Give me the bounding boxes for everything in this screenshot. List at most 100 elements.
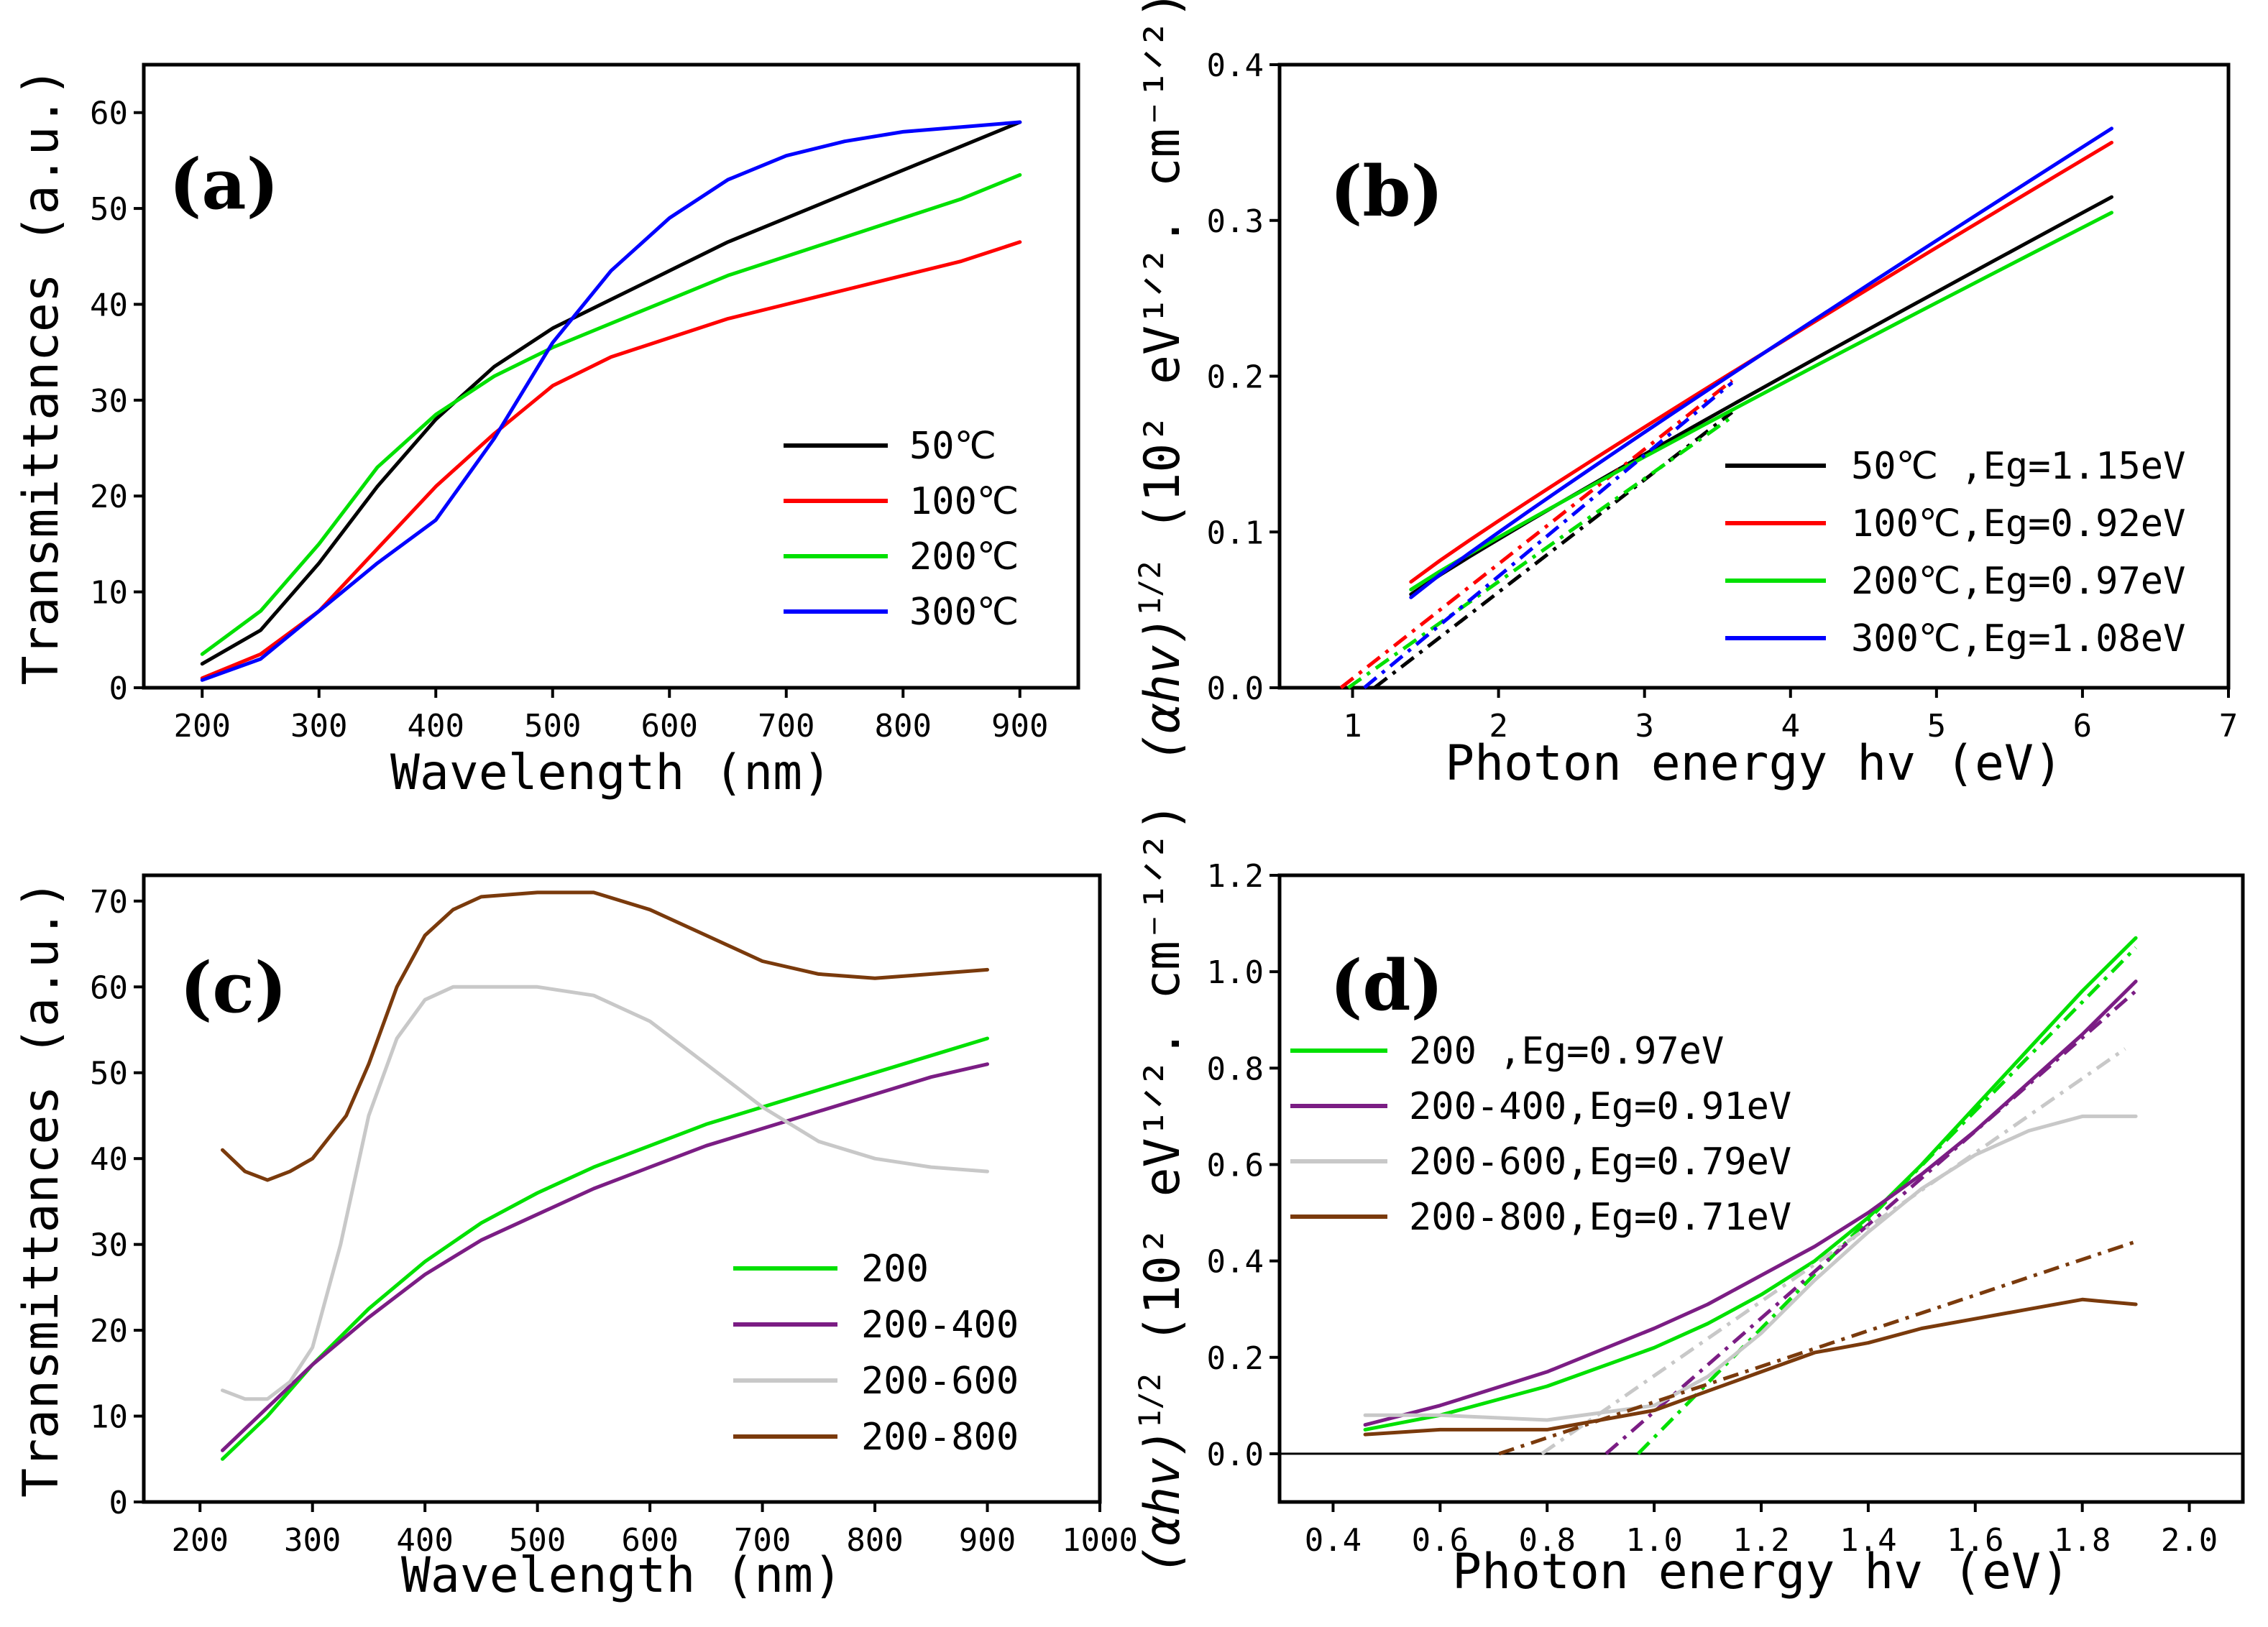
legend-label: 200℃: [909, 535, 1019, 579]
x-tick-label: 2.0: [2161, 1522, 2218, 1559]
x-tick-label: 400: [408, 708, 464, 745]
x-tick-label: 1.2: [1732, 1522, 1789, 1559]
series-line: [1409, 126, 2113, 599]
legend-label: 300℃,Eg=1.08eV: [1851, 617, 2185, 660]
panel-d: 0.4 0.6 0.8 1.0 1.2 1.4 1.6 1.8 2.0 0.0 0.2 0.4 0.6 0…: [1132, 802, 2245, 1600]
legend-label: 200-600: [861, 1360, 1019, 1403]
plot-frame: [142, 63, 1080, 690]
series-line: [200, 240, 1022, 681]
x-tick-label: 900: [959, 1522, 1016, 1559]
y-tick-label: 40: [90, 287, 128, 323]
x-axis-label: Wavelength (nm): [390, 745, 832, 801]
x-tick-label: 3: [1635, 708, 1654, 745]
series-line: [1363, 980, 2138, 1427]
legend-label: 300℃: [909, 591, 1019, 634]
series-line: [1363, 936, 2138, 1432]
x-tick-label: 900: [991, 708, 1048, 745]
y-tick-label: 0.8: [1207, 1051, 1264, 1087]
y-tick-label: 70: [90, 884, 128, 921]
x-tick-label: 200: [171, 1522, 228, 1559]
x-tick-label: 1: [1343, 708, 1362, 745]
y-tick-label: 0: [109, 1485, 129, 1521]
y-tick-label: 50: [90, 191, 128, 228]
y-tick-label: 0.6: [1207, 1147, 1264, 1184]
legend-label: 200-600,Eg=0.79eV: [1409, 1140, 1791, 1184]
x-tick-label: 400: [396, 1522, 453, 1559]
panel-label: (d): [1330, 945, 1443, 1026]
y-tick-label: 30: [90, 1227, 128, 1264]
x-axis-label: Wavelength (nm): [401, 1547, 843, 1604]
x-tick-label: 700: [734, 1522, 791, 1559]
legend-label: 200℃,Eg=0.97eV: [1851, 560, 2185, 603]
x-tick-label: 1000: [1062, 1522, 1138, 1559]
x-tick-label: 1.4: [1840, 1522, 1896, 1559]
y-tick-label: 0.4: [1207, 1244, 1264, 1281]
x-tick-label: 7: [2219, 708, 2239, 745]
panel-label: (c): [180, 947, 287, 1028]
x-tick-label: 0.4: [1305, 1522, 1362, 1559]
x-tick-label: 600: [621, 1522, 678, 1559]
x-axis-label: Photon energy hv (eV): [1445, 735, 2063, 792]
legend-label: 50℃ ,Eg=1.15eV: [1851, 445, 2185, 488]
x-tick-label: 0.6: [1412, 1522, 1469, 1559]
series-line: [200, 172, 1022, 656]
x-tick-label: 500: [524, 708, 581, 745]
y-tick-label: 1.0: [1207, 954, 1264, 991]
fit-line: [1498, 1240, 2136, 1456]
fit-line: [1347, 415, 1733, 690]
series-line: [221, 985, 989, 1401]
y-axis-label: (αhv)1/2 (10² eV¹ᐟ². cm⁻¹ᐟ²): [1132, 0, 1191, 762]
x-tick-label: 800: [846, 1522, 903, 1559]
legend-label: 200-400,Eg=0.91eV: [1409, 1085, 1791, 1128]
y-tick-label: 40: [90, 1141, 128, 1178]
y-tick-label: 0.2: [1207, 1340, 1264, 1377]
x-tick-label: 300: [290, 708, 347, 745]
x-tick-label: 0.8: [1518, 1522, 1575, 1559]
series-line: [1363, 1114, 2138, 1422]
y-tick-label: 0.3: [1207, 203, 1264, 240]
y-tick-label: 10: [90, 575, 128, 612]
x-tick-label: 600: [641, 708, 698, 745]
y-axis-label: Transmittances (a.u.): [13, 68, 70, 686]
y-tick-label: 60: [90, 969, 128, 1006]
x-tick-label: 4: [1781, 708, 1801, 745]
y-tick-label: 20: [90, 479, 128, 515]
y-tick-label: 30: [90, 383, 128, 420]
x-tick-label: 1.8: [2054, 1522, 2111, 1559]
panel-b: 1 2 3 4 5 6 7 0.0 0.1 0.2 0.3 0.4 Photon energy hv (…: [1132, 0, 2238, 792]
y-tick-label: 0: [109, 670, 129, 707]
legend-label: 100℃,Eg=0.92eV: [1851, 502, 2185, 545]
y-tick-label: 10: [90, 1399, 128, 1436]
fit-line: [1373, 410, 1734, 689]
fit-line: [1339, 379, 1734, 689]
legend-label: 200: [861, 1248, 929, 1291]
y-tick-label: 0.0: [1207, 1437, 1264, 1473]
x-tick-label: 300: [284, 1522, 341, 1559]
series-line: [221, 890, 989, 1182]
y-tick-label: 0.1: [1207, 515, 1264, 551]
y-tick-label: 0.0: [1207, 670, 1264, 707]
panel-c: 200 300 400 500 600 700 800 900 1000 0 10 20 30 40 50 6…: [13, 873, 1138, 1604]
panel-label: (a): [169, 144, 279, 225]
series-line: [221, 1062, 989, 1452]
y-tick-label: 0.2: [1207, 359, 1264, 396]
fit-line: [1604, 990, 2137, 1455]
x-tick-label: 1.6: [1947, 1522, 2003, 1559]
y-tick-label: 60: [90, 96, 128, 132]
y-tick-label: 0.4: [1207, 47, 1264, 84]
series-line: [1409, 211, 2113, 591]
x-tick-label: 200: [174, 708, 231, 745]
x-tick-label: 6: [2073, 708, 2093, 745]
legend-label: 50℃: [909, 425, 996, 468]
fit-line: [1363, 381, 1734, 689]
x-tick-label: 1.0: [1625, 1522, 1682, 1559]
legend-label: 200-400: [861, 1304, 1019, 1347]
y-axis-label: (αhv)1/2 (10² eV¹ᐟ². cm⁻¹ᐟ²): [1132, 802, 1191, 1575]
legend-label: 200-800,Eg=0.71eV: [1409, 1196, 1791, 1239]
panel-a: 200 300 400 500 600 700 800 900 0 10 20 30 40 50 60 Wav…: [13, 63, 1080, 801]
series-line: [1363, 1297, 2138, 1437]
x-tick-label: 5: [1927, 708, 1947, 745]
panel-label: (b): [1330, 151, 1443, 232]
x-tick-label: 800: [875, 708, 932, 745]
